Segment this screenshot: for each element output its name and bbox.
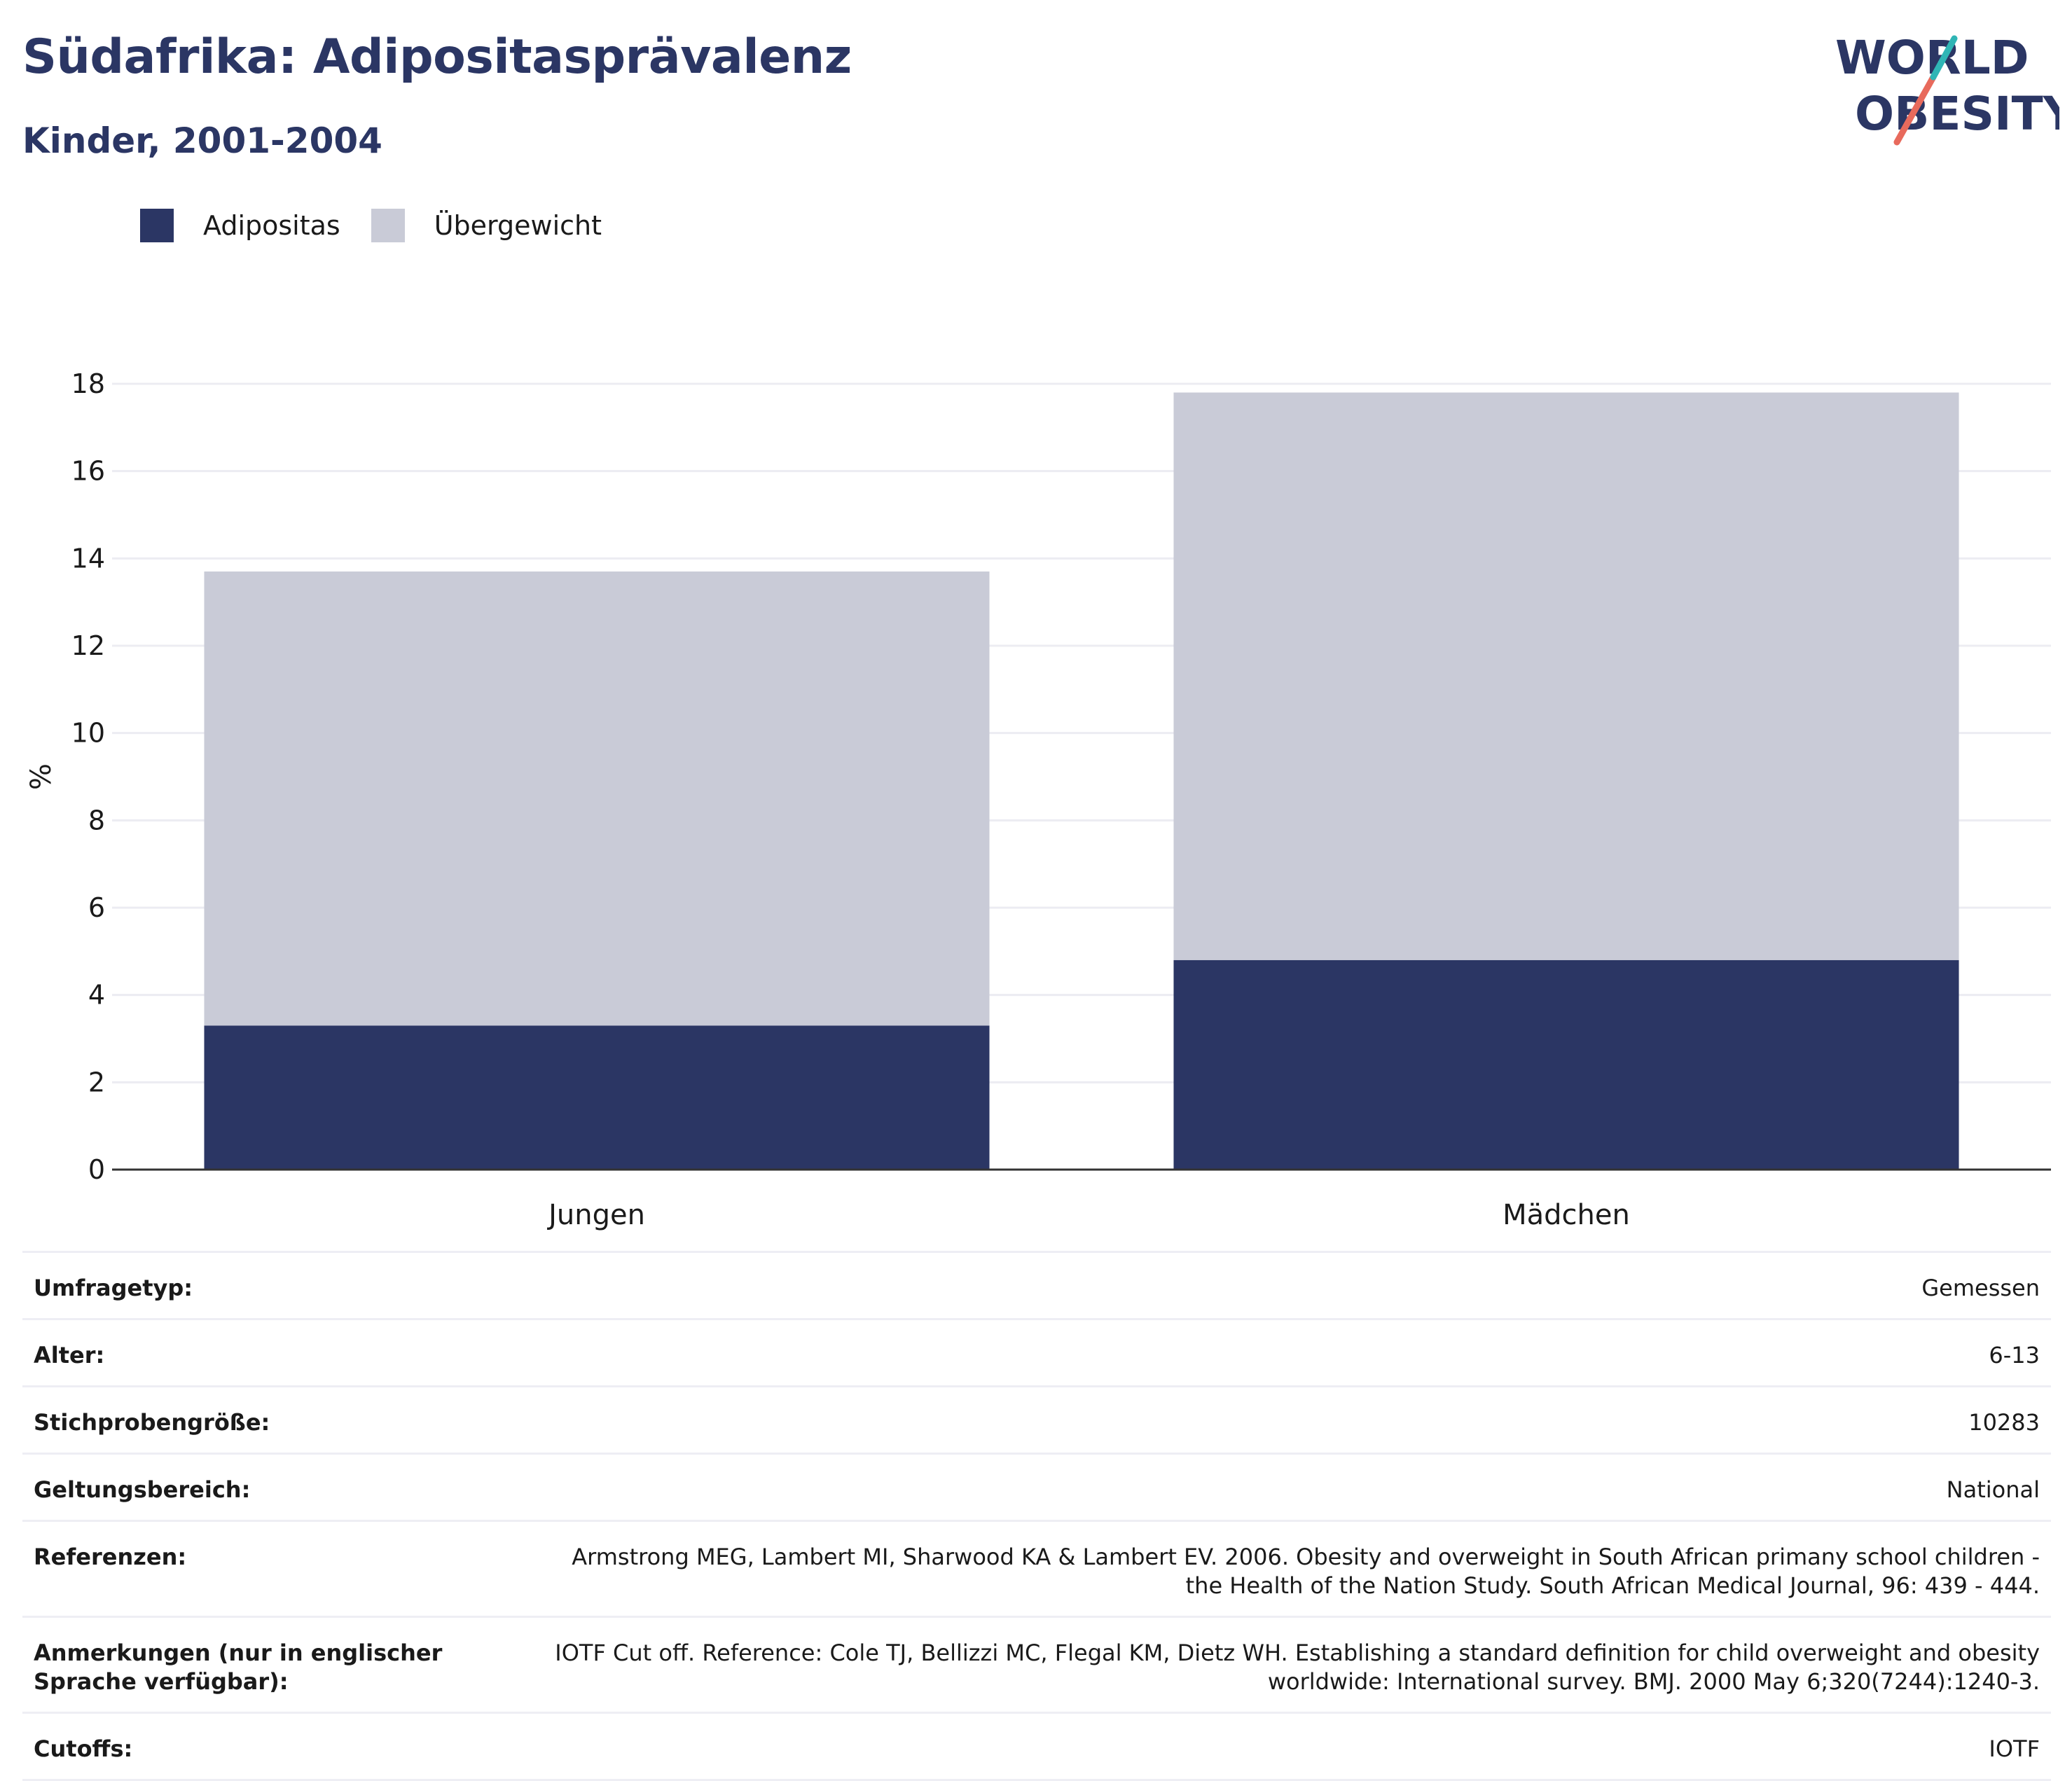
info-row: Stichprobengröße: 10283: [22, 1385, 2051, 1455]
chart-legend: Adipositas Übergewicht: [140, 209, 633, 242]
world-obesity-logo: WORLD OBESITY: [1835, 31, 2059, 146]
info-value: 10283: [535, 1385, 2051, 1455]
info-label: Umfragetyp:: [22, 1251, 535, 1320]
legend-item-uebergewicht[interactable]: Übergewicht: [371, 209, 602, 242]
info-row: Cutoffs: IOTF: [22, 1712, 2051, 1781]
bar-mädchen-adipositas: [1173, 959, 1959, 1170]
info-row: Referenzen: Armstrong MEG, Lambert MI, Sh…: [22, 1520, 2051, 1618]
info-label: Alter:: [22, 1318, 535, 1387]
logo-slash-teal: [1930, 35, 1958, 81]
page-subtitle: Kinder, 2001-2004: [22, 120, 382, 161]
page-title: Südafrika: Adipositasprävalenz: [22, 29, 852, 85]
info-row: Geltungsbereich: National: [22, 1453, 2051, 1522]
bar-jungen-adipositas: [204, 1025, 990, 1170]
y-tick-label-16: 16: [71, 456, 105, 487]
info-row: Alter: 6-13: [22, 1318, 2051, 1387]
legend-label-uebergewicht: Übergewicht: [434, 210, 602, 241]
y-tick-label-6: 6: [88, 892, 105, 923]
bar-chart: 0 2 4 6 8 10 12 14 16 18% Jungen Mädchen: [25, 368, 2051, 1231]
legend-label-adipositas: Adipositas: [203, 210, 340, 241]
info-label: Referenzen:: [22, 1520, 535, 1618]
info-value: 6-13: [535, 1318, 2051, 1387]
legend-swatch-adipositas: [140, 209, 174, 242]
y-tick-label-0: 0: [88, 1154, 105, 1185]
x-tick-label-jungen: Jungen: [546, 1199, 645, 1231]
logo-line-2: OBESITY: [1855, 87, 2059, 141]
y-tick-label-10: 10: [71, 718, 105, 749]
info-value: IOTF: [535, 1712, 2051, 1781]
info-label: Anmerkungen (nur in englischer Sprache v…: [22, 1616, 535, 1714]
legend-item-adipositas[interactable]: Adipositas: [140, 209, 340, 242]
legend-swatch-uebergewicht: [371, 209, 405, 242]
y-tick-label-12: 12: [71, 630, 105, 661]
y-tick-label-2: 2: [88, 1067, 105, 1097]
y-tick-label-14: 14: [71, 543, 105, 574]
info-value: Armstrong MEG, Lambert MI, Sharwood KA &…: [535, 1520, 2051, 1618]
info-label: Cutoffs:: [22, 1712, 535, 1781]
logo-slash-coral: [1893, 74, 1937, 146]
info-label: Geltungsbereich:: [22, 1453, 535, 1522]
x-tick-label-mädchen: Mädchen: [1503, 1199, 1630, 1231]
info-table: Umfragetyp: Gemessen Alter: 6-13 Stichproben…: [22, 1251, 2051, 1781]
info-value: Gemessen: [535, 1251, 2051, 1320]
info-label: Stichprobengröße:: [22, 1385, 535, 1455]
y-tick-label-4: 4: [88, 980, 105, 1011]
y-tick-label-8: 8: [88, 805, 105, 836]
info-value: IOTF Cut off. Reference: Cole TJ, Belliz…: [535, 1616, 2051, 1714]
y-tick-label-18: 18: [71, 368, 105, 399]
bar-jungen-uebergewicht: [204, 571, 990, 1026]
bar-mädchen-uebergewicht: [1173, 392, 1959, 960]
info-row: Anmerkungen (nur in englischer Sprache v…: [22, 1616, 2051, 1714]
y-axis-label: %: [25, 763, 57, 790]
info-row: Umfragetyp: Gemessen: [22, 1251, 2051, 1320]
info-value: National: [535, 1453, 2051, 1522]
